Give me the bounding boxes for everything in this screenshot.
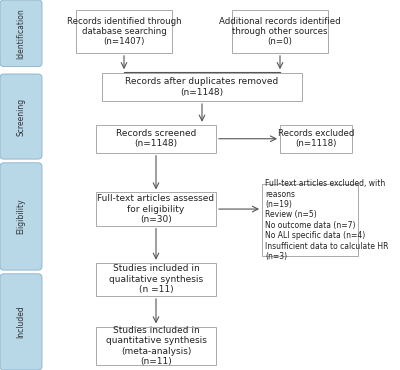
FancyBboxPatch shape	[262, 184, 358, 256]
Text: Records screened
(n=1148): Records screened (n=1148)	[116, 129, 196, 148]
FancyBboxPatch shape	[102, 73, 302, 101]
FancyBboxPatch shape	[96, 327, 216, 366]
FancyBboxPatch shape	[96, 263, 216, 296]
FancyBboxPatch shape	[280, 125, 352, 152]
Text: Records excluded
(n=1118): Records excluded (n=1118)	[278, 129, 354, 148]
Text: Studies included in
qualitative synthesis
(n =11): Studies included in qualitative synthesi…	[109, 265, 203, 294]
FancyBboxPatch shape	[0, 74, 42, 159]
Text: Full-text articles excluded, with
reasons
(n=19)
Review (n=5)
No outcome data (n: Full-text articles excluded, with reason…	[265, 179, 389, 261]
Text: Eligibility: Eligibility	[16, 199, 26, 234]
Text: Screening: Screening	[16, 97, 26, 136]
FancyBboxPatch shape	[0, 163, 42, 270]
FancyBboxPatch shape	[96, 125, 216, 152]
Text: Full-text articles assessed
for eligibility
(n=30): Full-text articles assessed for eligibil…	[98, 194, 214, 224]
Text: Records identified through
database searching
(n=1407): Records identified through database sear…	[67, 17, 181, 46]
FancyBboxPatch shape	[96, 192, 216, 226]
Text: Identification: Identification	[16, 8, 26, 59]
Text: Additional records identified
through other sources
(n=0): Additional records identified through ot…	[219, 17, 341, 46]
FancyBboxPatch shape	[232, 10, 328, 53]
Text: Included: Included	[16, 306, 26, 338]
FancyBboxPatch shape	[0, 0, 42, 67]
FancyBboxPatch shape	[0, 274, 42, 370]
FancyBboxPatch shape	[76, 10, 172, 53]
Text: Studies included in
quantitative synthesis
(meta-analysis)
(n=11): Studies included in quantitative synthes…	[106, 326, 206, 366]
Text: Records after duplicates removed
(n=1148): Records after duplicates removed (n=1148…	[125, 77, 279, 97]
